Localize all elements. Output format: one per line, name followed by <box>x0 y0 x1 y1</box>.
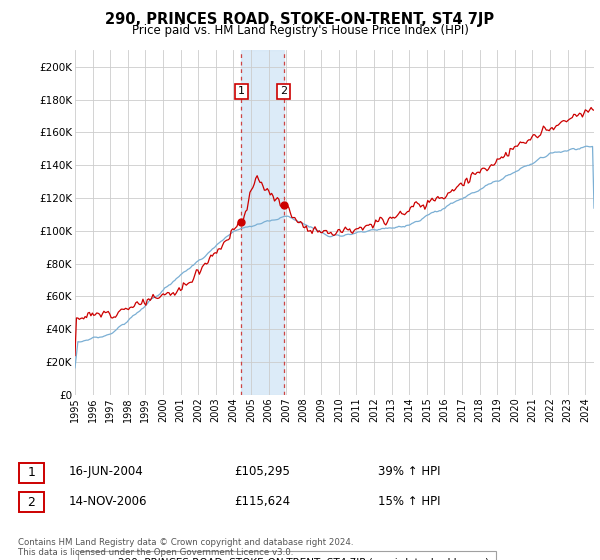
Text: 2: 2 <box>28 496 35 509</box>
Legend: 290, PRINCES ROAD, STOKE-ON-TRENT, ST4 7JP (semi-detached house), HPI: Average p: 290, PRINCES ROAD, STOKE-ON-TRENT, ST4 7… <box>77 551 496 560</box>
Text: 290, PRINCES ROAD, STOKE-ON-TRENT, ST4 7JP: 290, PRINCES ROAD, STOKE-ON-TRENT, ST4 7… <box>106 12 494 27</box>
Text: £115,624: £115,624 <box>234 494 290 508</box>
Text: Price paid vs. HM Land Registry's House Price Index (HPI): Price paid vs. HM Land Registry's House … <box>131 24 469 37</box>
Text: £105,295: £105,295 <box>234 465 290 478</box>
Text: 16-JUN-2004: 16-JUN-2004 <box>69 465 144 478</box>
Text: Contains HM Land Registry data © Crown copyright and database right 2024.
This d: Contains HM Land Registry data © Crown c… <box>18 538 353 557</box>
Bar <box>241 50 284 395</box>
Text: 2: 2 <box>280 86 287 96</box>
Text: 14-NOV-2006: 14-NOV-2006 <box>69 494 148 508</box>
Text: 15% ↑ HPI: 15% ↑ HPI <box>378 494 440 508</box>
Text: 1: 1 <box>238 86 245 96</box>
Text: 1: 1 <box>28 466 35 479</box>
Text: 39% ↑ HPI: 39% ↑ HPI <box>378 465 440 478</box>
